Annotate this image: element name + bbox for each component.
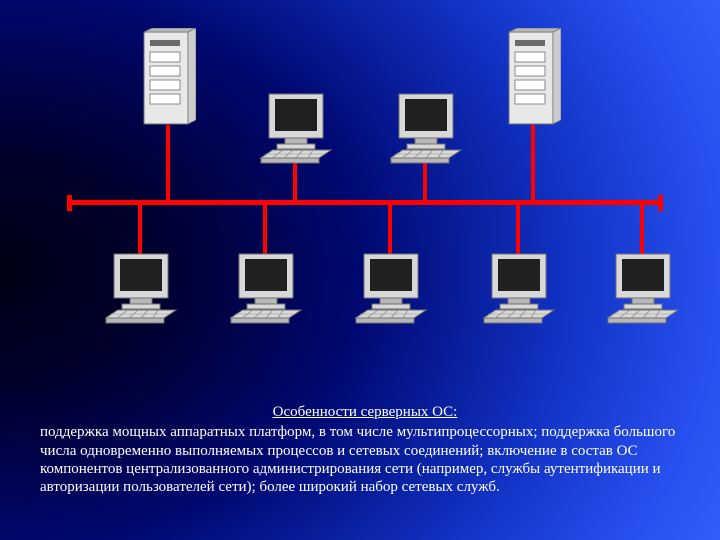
workstation-icon bbox=[225, 252, 305, 342]
workstation-icon bbox=[350, 252, 430, 342]
network-diagram bbox=[0, 0, 720, 410]
server-icon bbox=[505, 28, 565, 118]
server-icon bbox=[140, 28, 200, 118]
drop-cable bbox=[166, 125, 170, 200]
title: Особенности серверных ОС: bbox=[40, 403, 690, 421]
text-block: Особенности серверных ОС: поддержка мощн… bbox=[40, 403, 690, 496]
workstation-icon bbox=[385, 92, 465, 182]
body-text: поддержка мощных аппаратных платформ, в … bbox=[40, 423, 690, 496]
workstation-icon bbox=[100, 252, 180, 342]
slide: Особенности серверных ОС: поддержка мощн… bbox=[0, 0, 720, 540]
bus-line bbox=[70, 200, 660, 205]
workstation-icon bbox=[255, 92, 335, 182]
drop-cable bbox=[531, 125, 535, 200]
workstation-icon bbox=[478, 252, 558, 342]
workstation-icon bbox=[602, 252, 682, 342]
